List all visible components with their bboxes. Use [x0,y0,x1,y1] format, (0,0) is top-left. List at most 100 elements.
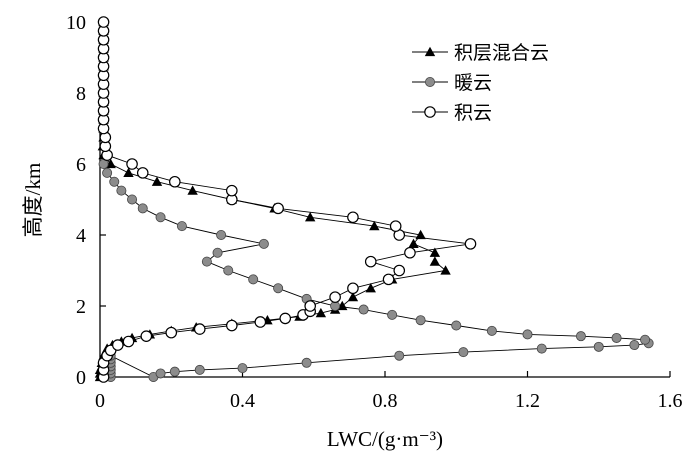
gray-circle-marker [486,325,497,336]
legend-gray-circle-marker [424,77,435,88]
triangle-marker [429,247,441,257]
triangle-marker [315,307,327,318]
series-2 [97,16,477,383]
gray-circle-marker [223,265,234,276]
gray-circle-marker [611,332,622,343]
open-circle-marker [404,246,416,259]
gray-circle-marker [201,256,212,267]
gray-circle-marker [593,341,604,352]
gray-circle-marker [237,363,248,374]
triangle-marker [187,185,198,195]
open-circle-marker [140,330,153,342]
triangle-marker [429,256,441,266]
x-tick-label: 1.6 [658,390,683,412]
legend-label: 暖云 [454,72,492,94]
gray-circle-marker [575,331,586,342]
gray-circle-marker [169,366,180,377]
open-circle-marker [136,167,149,179]
y-tick-label: 0 [76,367,86,389]
open-circle-marker [112,339,124,351]
legend-label: 积云 [454,102,492,124]
legend-item: 积层混合云 [412,42,549,64]
y-tick-label: 2 [76,296,86,318]
x-tick-label: 1.2 [515,390,540,412]
gray-circle-marker [629,340,640,351]
gray-circle-marker [522,329,533,340]
gray-circle-marker [216,229,227,240]
legend-open-circle-marker [424,106,436,118]
series-line [99,22,447,377]
open-circle-marker [272,202,284,215]
open-circle-marker [464,238,477,250]
gray-circle-marker [155,368,166,379]
open-circle-marker [254,316,267,328]
gray-circle-marker [451,320,462,331]
open-circle-marker [364,255,377,268]
triangle-marker [365,283,376,293]
open-circle-marker [389,220,402,232]
series-layer [94,16,654,383]
gray-circle-marker [137,203,148,214]
y-tick-label: 8 [76,83,86,105]
gray-circle-marker [155,212,166,223]
gray-circle-marker [258,238,269,249]
triangle-marker [408,238,419,249]
series-line [103,163,650,378]
gray-circle-marker [640,334,651,345]
legend-item: 暖云 [412,72,492,94]
open-circle-marker [347,211,359,224]
open-circle-marker [347,282,359,295]
y-axis-title: 高度/km [21,163,45,238]
gray-circle-marker [301,357,312,368]
open-circle-marker [97,16,110,28]
triangle-marker [151,176,163,186]
x-tick-label: 0.8 [373,390,398,412]
legend-item: 积云 [412,102,492,124]
legend-triangle-marker [424,46,436,57]
open-circle-marker [393,264,406,277]
y-ticks: 0 2 4 6 8 10 [66,12,106,389]
y-tick-label: 6 [76,154,86,176]
open-circle-marker [226,184,238,197]
open-circle-marker [226,319,238,332]
x-tick-label: 0.4 [230,390,255,412]
gray-circle-marker [536,343,547,354]
triangle-marker [415,229,426,240]
open-circle-marker [329,291,341,303]
open-circle-marker [126,158,138,170]
triangle-marker [347,291,359,302]
gray-circle-marker [176,221,187,232]
gray-circle-marker [212,247,223,258]
open-circle-marker [122,335,135,348]
open-circle-marker [382,273,395,286]
triangle-marker [440,265,451,275]
x-ticks: 0 0.4 0.8 1.2 1.6 [95,371,683,412]
gray-circle-marker [415,315,426,326]
y-tick-label: 4 [76,225,86,247]
gray-circle-marker [127,194,138,205]
gray-circle-marker [194,364,205,375]
gray-circle-marker [116,185,127,196]
legend-label: 积层混合云 [454,42,549,64]
gray-circle-marker [248,274,259,285]
gray-circle-marker [102,167,113,178]
open-circle-marker [279,312,292,325]
gray-circle-marker [273,283,284,294]
gray-circle-marker [109,176,120,187]
open-circle-marker [193,323,206,335]
triangle-marker [304,212,316,222]
gray-circle-marker [387,309,398,320]
gray-circle-marker [358,304,369,315]
axes [99,22,670,378]
open-circle-marker [165,326,178,339]
x-axis-title: LWC/(g·m⁻³) [327,427,443,451]
open-circle-marker [169,175,181,188]
triangle-marker [369,220,380,231]
x-tick-label: 0 [95,390,105,412]
y-tick-label: 10 [66,12,86,34]
open-circle-marker [304,300,316,312]
triangle-marker [123,167,134,178]
